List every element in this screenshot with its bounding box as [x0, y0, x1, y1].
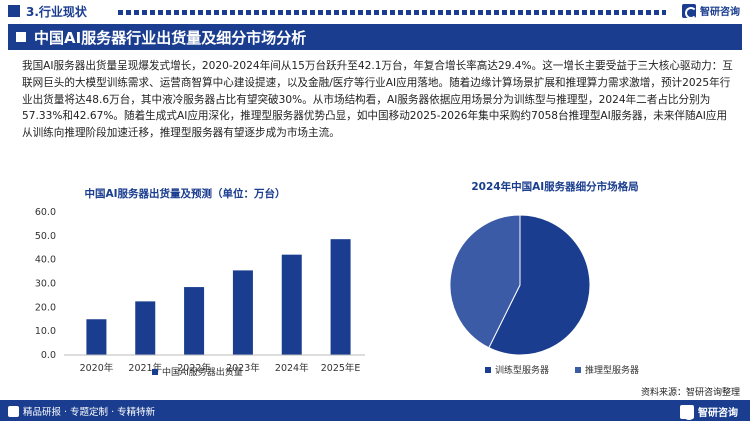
legend-swatch — [575, 367, 581, 373]
bar — [281, 254, 302, 355]
pie-chart: 训练型服务器 推理型服务器 — [449, 214, 639, 376]
brand: 智研咨询 — [682, 3, 740, 19]
y-tick-label: 50.0 — [35, 231, 56, 242]
bar — [330, 239, 351, 355]
legend-swatch — [485, 367, 491, 373]
footer-brand-logo-icon — [680, 404, 695, 420]
analysis-paragraph: 我国AI服务器出货量呈现爆发式增长，2020-2024年间从15万台跃升至42.… — [22, 60, 733, 140]
heading-band: 中国AI服务器行业出货量及细分市场分析 — [8, 24, 742, 50]
y-tick-label: 40.0 — [35, 255, 56, 266]
pie-slice — [488, 214, 591, 356]
footer-logo-icon — [8, 405, 19, 417]
pie-chart-title: 2024年中国AI服务器细分市场格局 — [471, 181, 639, 193]
brand-logo-icon — [682, 3, 697, 19]
bar — [184, 287, 205, 355]
top-bar: 3.行业现状 智研咨询 — [0, 0, 750, 22]
y-tick-label: 0.0 — [41, 350, 56, 361]
section-title: 3.行业现状 — [26, 5, 87, 19]
section-marker-icon — [8, 5, 20, 17]
brand-name: 智研咨询 — [700, 7, 740, 18]
footer-brand-name: 智研咨询 — [698, 408, 738, 419]
pie-slice — [449, 214, 521, 349]
footer-bar: 精品研报 · 专题定制 · 专精特新 智研咨询 — [0, 400, 750, 421]
footer-brand: 智研咨询 — [680, 404, 738, 420]
legend-label: 训练型服务器 — [495, 364, 549, 376]
x-tick-label: 2022年 — [177, 362, 211, 374]
bar — [135, 301, 156, 355]
source-note: 资料来源：智研咨询整理 — [640, 388, 740, 398]
x-tick-label: 2025年E — [321, 362, 361, 374]
footer-tagline: 精品研报 · 专题定制 · 专精特新 — [23, 407, 156, 418]
heading-square-icon — [16, 32, 26, 42]
x-tick-label: 2024年 — [275, 362, 309, 374]
y-tick-label: 30.0 — [35, 279, 56, 290]
page-title: 中国AI服务器行业出货量及细分市场分析 — [34, 28, 307, 47]
bar-chart-title: 中国AI服务器出货量及预测（单位：万台） — [84, 188, 286, 200]
y-tick-label: 20.0 — [35, 302, 56, 313]
bar — [232, 270, 253, 355]
legend-label: 推理型服务器 — [585, 364, 639, 376]
y-tick-label: 60.0 — [35, 207, 56, 218]
bar — [86, 319, 107, 355]
footer-left: 精品研报 · 专题定制 · 专精特新 — [8, 404, 155, 418]
x-tick-label: 2023年 — [226, 362, 260, 374]
y-tick-label: 10.0 — [35, 326, 56, 337]
decorative-stripes — [118, 10, 666, 15]
x-tick-label: 2020年 — [80, 362, 114, 374]
legend-swatch — [152, 369, 158, 375]
legend-label: 中国AI服务器出货量 — [162, 366, 243, 378]
